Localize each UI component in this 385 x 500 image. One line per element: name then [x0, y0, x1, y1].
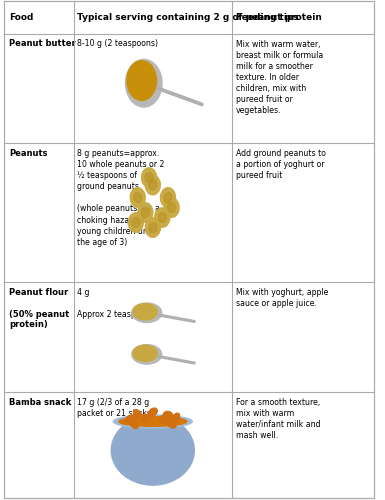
Ellipse shape [142, 168, 157, 188]
Ellipse shape [145, 172, 153, 182]
Ellipse shape [148, 408, 157, 416]
Text: Peanut flour

(50% peanut
protein): Peanut flour (50% peanut protein) [10, 288, 70, 330]
Text: 8 g peanuts=approx.
10 whole peanuts or 2
½ teaspoons of
ground peanuts

(whole : 8 g peanuts=approx. 10 whole peanuts or … [77, 149, 165, 246]
Ellipse shape [171, 413, 179, 423]
Ellipse shape [149, 222, 157, 232]
Ellipse shape [132, 218, 140, 228]
Text: 17 g (2/3 of a 28 g
packet or 21 sticks): 17 g (2/3 of a 28 g packet or 21 sticks) [77, 398, 154, 417]
Ellipse shape [133, 304, 157, 320]
Ellipse shape [130, 188, 145, 208]
Ellipse shape [145, 176, 161, 195]
Text: For a smooth texture,
mix with warm
water/infant milk and
mash well.: For a smooth texture, mix with warm wate… [236, 398, 320, 440]
Text: 4 g

Approx 2 teaspoons: 4 g Approx 2 teaspoons [77, 288, 154, 320]
Ellipse shape [164, 192, 172, 202]
Ellipse shape [145, 218, 160, 238]
Text: Mix with yoghurt, apple
sauce or apple juice.: Mix with yoghurt, apple sauce or apple j… [236, 288, 328, 308]
Ellipse shape [138, 203, 153, 222]
Text: Feeding tips: Feeding tips [236, 12, 299, 22]
Ellipse shape [130, 419, 138, 428]
Ellipse shape [111, 416, 194, 485]
Ellipse shape [114, 415, 192, 428]
Text: Typical serving containing 2 g of peanut protein: Typical serving containing 2 g of peanut… [77, 12, 322, 22]
Ellipse shape [167, 202, 176, 212]
Ellipse shape [149, 180, 157, 190]
Text: Bamba snack: Bamba snack [10, 398, 72, 406]
Ellipse shape [161, 188, 176, 208]
Ellipse shape [155, 208, 170, 228]
Text: Food: Food [10, 12, 34, 22]
Ellipse shape [159, 416, 169, 423]
Ellipse shape [127, 60, 157, 100]
Text: Mix with warm water,
breast milk or formula
milk for a smoother
texture. In olde: Mix with warm water, breast milk or form… [236, 40, 323, 115]
Ellipse shape [133, 345, 157, 362]
Ellipse shape [119, 416, 187, 426]
Ellipse shape [164, 198, 179, 218]
Ellipse shape [141, 414, 150, 422]
Ellipse shape [132, 303, 162, 322]
Ellipse shape [134, 192, 142, 202]
Text: Peanuts: Peanuts [10, 149, 48, 158]
Ellipse shape [163, 412, 172, 419]
Ellipse shape [167, 420, 176, 428]
Text: Peanut butter: Peanut butter [10, 40, 76, 48]
Ellipse shape [126, 415, 135, 423]
Ellipse shape [134, 410, 142, 419]
Ellipse shape [158, 212, 166, 222]
Text: 8-10 g (2 teaspoons): 8-10 g (2 teaspoons) [77, 40, 158, 48]
Ellipse shape [141, 208, 149, 218]
Ellipse shape [128, 213, 143, 233]
Ellipse shape [126, 60, 162, 107]
Ellipse shape [132, 344, 162, 364]
Text: Add ground peanuts to
a portion of yoghurt or
pureed fruit: Add ground peanuts to a portion of yoghu… [236, 149, 326, 180]
